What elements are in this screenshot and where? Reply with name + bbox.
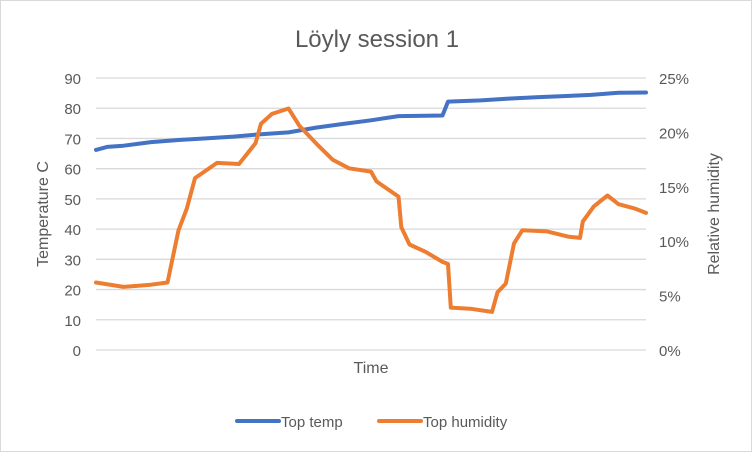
y2-tick-label: 25%	[659, 71, 689, 88]
y2-tick-label: 10%	[659, 234, 689, 251]
y2-tick-label: 20%	[659, 125, 689, 142]
x-axis-label: Time	[354, 360, 389, 377]
y2-axis-label: Relative humidity	[706, 153, 723, 275]
y-tick-label: 50	[64, 192, 81, 209]
y-tick-label: 70	[64, 131, 81, 148]
y-tick-label: 0	[73, 343, 81, 360]
y-tick-label: 80	[64, 101, 81, 118]
y-tick-label: 40	[64, 222, 81, 239]
chart-title: Löyly session 1	[295, 26, 459, 53]
legend: Top temp Top humidity	[235, 414, 508, 431]
series-lines	[94, 90, 648, 314]
y-tick-label: 60	[64, 162, 81, 179]
legend-label-top-humidity: Top humidity	[423, 414, 508, 431]
y-tick-label: 30	[64, 252, 81, 269]
legend-label-top-temp: Top temp	[281, 414, 343, 431]
y2-tick-label: 5%	[659, 289, 681, 306]
y-axis-left-ticks: 0 10 20 30 40 50 60 70 80 90	[64, 71, 81, 360]
series-line-top-temp	[94, 90, 648, 152]
y-axis-right-ticks: 0% 5% 10% 15% 20% 25%	[659, 71, 689, 360]
y-tick-label: 90	[64, 71, 81, 88]
y-tick-label: 10	[64, 313, 81, 330]
y2-tick-label: 15%	[659, 180, 689, 197]
y-tick-label: 20	[64, 283, 81, 300]
y-axis-label: Temperature C	[35, 161, 52, 267]
y2-tick-label: 0%	[659, 343, 681, 360]
series-line-top-humidity	[94, 106, 648, 314]
